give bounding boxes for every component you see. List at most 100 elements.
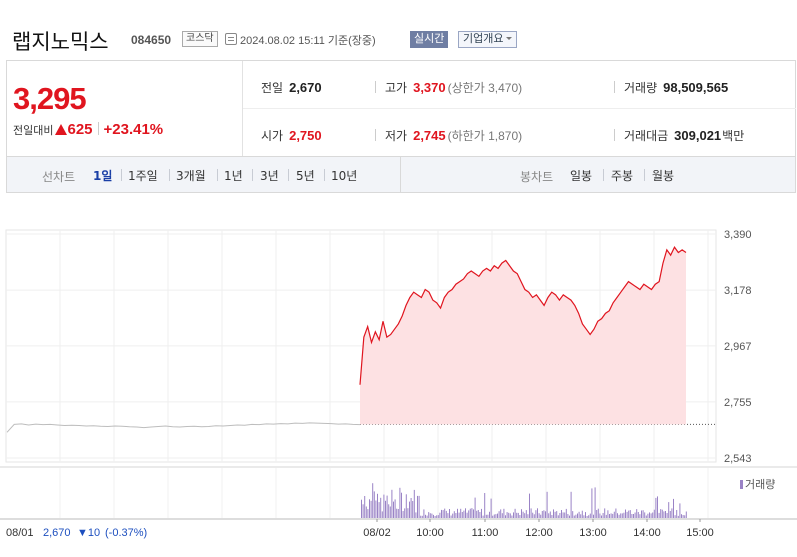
volume-bar — [397, 509, 399, 518]
candle-weekly[interactable]: 주봉 — [611, 169, 634, 183]
volume-bar — [361, 499, 362, 518]
volume-bar — [413, 489, 415, 518]
volume-bar — [634, 512, 636, 518]
volume-bar — [529, 493, 530, 518]
volume-bar — [393, 501, 394, 518]
volume-bar — [663, 511, 665, 518]
volume-bar — [565, 508, 567, 518]
volume-bar — [684, 515, 686, 518]
realtime-button[interactable]: 실시간 — [410, 31, 449, 48]
volume-bar — [439, 512, 441, 518]
volume-bar — [485, 514, 487, 518]
volume-bar — [631, 514, 633, 518]
volume-bar — [572, 511, 574, 518]
volume-bar — [364, 496, 366, 518]
period-5year[interactable]: 5년 — [296, 169, 315, 183]
current-price-box: 3,295 전일대비 625 +23.41% — [7, 61, 243, 156]
volume-bar — [639, 514, 641, 518]
stat-label: 고가 — [385, 81, 408, 95]
volume-bar — [458, 512, 460, 518]
y-tick-label: 2,967 — [724, 341, 752, 353]
volume-bar — [607, 510, 609, 518]
stock-name[interactable]: 랩지노믹스 — [12, 30, 109, 54]
volume-bar — [578, 511, 580, 518]
prev-day-date: 08/01 — [6, 527, 34, 539]
change-divider — [97, 122, 99, 135]
volume-bar — [530, 508, 532, 518]
price-chart[interactable]: 3,390 3,178 2,967 2,755 2,543 거래량 08/02 10:00 11… — [0, 200, 797, 557]
period-3month[interactable]: 3개월 — [176, 169, 206, 183]
volume-bar — [476, 510, 478, 518]
volume-bar — [473, 509, 474, 518]
volume-bar — [591, 488, 593, 518]
volume-bar — [604, 508, 606, 518]
volume-bar — [420, 515, 422, 518]
stat-amount: 거래대금 309,021백만 — [624, 127, 750, 144]
volume-bar — [495, 514, 497, 518]
y-tick-label: 3,178 — [724, 285, 752, 297]
volume-bar — [569, 515, 570, 518]
volume-bar — [645, 515, 647, 518]
volume-bar — [434, 516, 436, 518]
volume-bar — [681, 514, 682, 518]
stat-open: 시가 2,750 — [261, 127, 322, 144]
volume-bar — [498, 511, 500, 518]
volume-bar — [666, 513, 668, 518]
volume-bar — [513, 512, 514, 518]
volume-bar — [402, 511, 404, 518]
stat-label: 거래대금 — [624, 129, 669, 143]
toolbar-divider — [400, 157, 401, 192]
volume-bar — [466, 512, 468, 518]
volume-bar — [501, 513, 503, 518]
x-tick-label: 12:00 — [525, 527, 553, 539]
stat-label: 전일 — [261, 81, 284, 95]
period-1year[interactable]: 1년 — [224, 169, 243, 183]
volume-bar — [417, 495, 418, 518]
volume-bar — [489, 511, 490, 518]
period-1week[interactable]: 1주일 — [128, 169, 158, 183]
volume-bar — [585, 512, 586, 518]
volume-bar — [668, 502, 670, 518]
candle-daily[interactable]: 일봉 — [570, 169, 593, 183]
stat-label: 거래량 — [624, 81, 658, 95]
volume-bar — [661, 509, 663, 518]
volume-bar — [444, 508, 446, 518]
stat-prev-close: 전일 2,670 — [261, 79, 322, 96]
volume-bar — [516, 512, 518, 518]
period-10year[interactable]: 10년 — [331, 169, 358, 183]
volume-bar — [553, 509, 554, 518]
divider — [217, 169, 218, 181]
prev-day-percent: (-0.37%) — [105, 527, 147, 539]
volume-bar — [433, 514, 434, 518]
volume-bar — [567, 514, 569, 518]
volume-bar — [548, 513, 550, 518]
upper-limit: (상한가 3,470) — [447, 81, 523, 95]
candle-monthly[interactable]: 월봉 — [652, 169, 675, 183]
current-price: 3,295 — [13, 81, 87, 116]
change-value: 625 — [67, 121, 93, 138]
corp-info-button[interactable]: 기업개요 — [458, 31, 518, 48]
volume-bar — [573, 515, 575, 518]
volume-bar — [537, 508, 538, 518]
volume-bar — [469, 508, 471, 518]
change-percent: +23.41% — [103, 121, 164, 138]
volume-bar — [650, 513, 652, 518]
divider — [375, 81, 376, 93]
volume-bar — [399, 487, 401, 518]
volume-bar — [535, 510, 537, 518]
volume-bar — [613, 511, 615, 518]
chart-toolbar: 선차트 1일 1주일 3개월 1년 3년 5년 10년 봉차트 일봉 주봉 월봉 — [6, 157, 796, 193]
volume-bar — [482, 515, 484, 518]
volume-bar — [452, 513, 454, 518]
volume-bar — [370, 500, 372, 518]
volume-bar — [575, 514, 577, 518]
volume-bar — [380, 497, 382, 518]
period-3year[interactable]: 3년 — [260, 169, 279, 183]
volume-bar — [465, 508, 466, 518]
volume-bar — [517, 512, 519, 518]
period-1day[interactable]: 1일 — [93, 169, 113, 183]
volume-bar — [479, 512, 481, 518]
price-line[interactable] — [359, 246, 687, 385]
y-tick-label: 2,543 — [724, 453, 752, 465]
stat-volume: 거래량 98,509,565 — [624, 79, 728, 96]
